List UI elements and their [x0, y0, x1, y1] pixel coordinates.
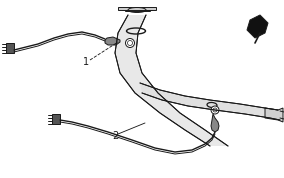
- Polygon shape: [265, 108, 283, 122]
- Polygon shape: [118, 7, 156, 10]
- Polygon shape: [211, 114, 219, 132]
- Polygon shape: [140, 83, 280, 120]
- Circle shape: [126, 38, 135, 48]
- Ellipse shape: [128, 7, 146, 12]
- Polygon shape: [52, 114, 60, 124]
- Text: 1: 1: [83, 57, 89, 67]
- Circle shape: [211, 106, 219, 114]
- Polygon shape: [247, 15, 268, 38]
- Polygon shape: [105, 37, 120, 45]
- Text: 2: 2: [112, 131, 118, 141]
- Polygon shape: [6, 43, 14, 53]
- Polygon shape: [115, 15, 228, 146]
